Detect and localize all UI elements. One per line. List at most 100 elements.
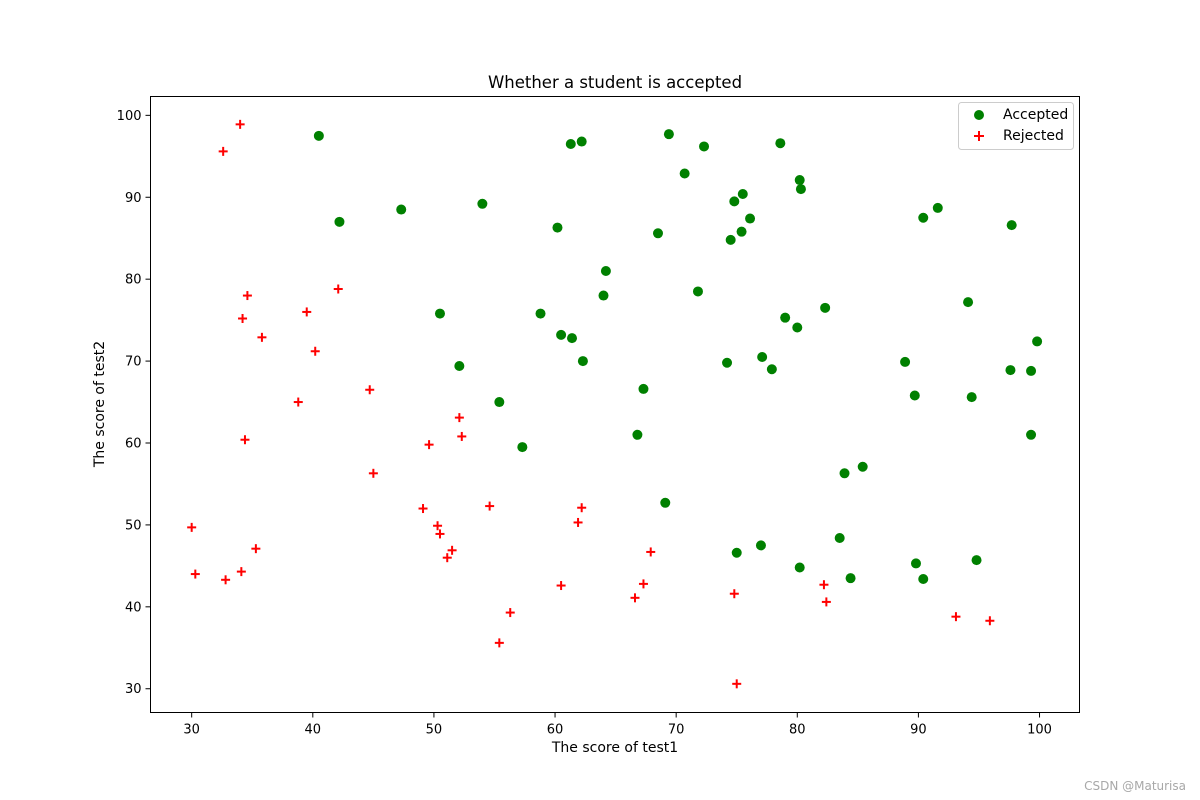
y-axis-label: The score of test2 bbox=[92, 341, 108, 468]
accepted-point bbox=[576, 136, 587, 147]
x-tick-label: 40 bbox=[305, 723, 322, 738]
accepted-point bbox=[692, 286, 703, 297]
x-tick-label: 60 bbox=[547, 723, 564, 738]
x-tick-label: 70 bbox=[668, 723, 685, 738]
accepted-point bbox=[1005, 365, 1016, 376]
y-tick-label: 40 bbox=[125, 600, 142, 615]
rejected-point bbox=[819, 580, 829, 590]
accepted-point bbox=[909, 390, 920, 401]
rejected-point bbox=[630, 593, 640, 603]
accepted-point bbox=[900, 356, 911, 367]
accepted-point bbox=[1032, 336, 1043, 347]
rejected-point bbox=[556, 581, 566, 591]
accepted-point bbox=[334, 216, 345, 227]
watermark: CSDN @Maturisa bbox=[1084, 779, 1186, 793]
rejected-point bbox=[985, 616, 995, 626]
accepted-point bbox=[638, 383, 649, 394]
rejected-point bbox=[218, 146, 228, 156]
rejected-point bbox=[293, 397, 303, 407]
x-tick-label: 80 bbox=[789, 723, 806, 738]
accepted-point bbox=[434, 308, 445, 319]
rejected-point bbox=[442, 553, 452, 563]
y-tick-label: 70 bbox=[125, 355, 142, 370]
rejected-point bbox=[494, 638, 504, 648]
accepted-point bbox=[794, 175, 805, 186]
plot-area bbox=[187, 119, 1043, 689]
x-tick-label: 30 bbox=[183, 723, 200, 738]
rejected-point bbox=[333, 284, 343, 294]
accepted-point bbox=[918, 573, 929, 584]
accepted-point bbox=[966, 392, 977, 403]
accepted-point bbox=[745, 213, 756, 224]
accepted-point bbox=[857, 461, 868, 472]
accepted-point bbox=[679, 168, 690, 179]
legend-label-rejected: Rejected bbox=[1003, 128, 1064, 144]
rejected-point bbox=[424, 440, 434, 450]
rejected-point bbox=[485, 501, 495, 511]
accepted-point bbox=[565, 139, 576, 150]
rejected-point bbox=[368, 468, 378, 478]
accepted-point bbox=[556, 329, 567, 340]
rejected-point bbox=[577, 503, 587, 513]
rejected-point bbox=[257, 332, 267, 342]
accepted-point bbox=[454, 361, 465, 371]
rejected-point bbox=[505, 608, 515, 618]
rejected-point bbox=[638, 579, 648, 589]
accepted-point bbox=[477, 198, 488, 209]
accepted-point bbox=[736, 226, 747, 237]
plot-frame bbox=[150, 96, 1080, 713]
accepted-point bbox=[552, 222, 563, 233]
accepted-point bbox=[598, 290, 609, 301]
x-axis-label: The score of test1 bbox=[551, 740, 678, 756]
accepted-point bbox=[795, 184, 806, 195]
legend-box bbox=[958, 102, 1074, 150]
accepted-point bbox=[725, 234, 736, 245]
accepted-point bbox=[766, 364, 777, 375]
rejected-point bbox=[235, 119, 245, 129]
accepted-point bbox=[1006, 220, 1017, 231]
accepted-point bbox=[313, 130, 324, 141]
accepted-point bbox=[775, 138, 786, 149]
y-tick-label: 80 bbox=[125, 273, 142, 288]
accepted-point bbox=[660, 497, 671, 508]
accepted-point bbox=[577, 356, 588, 367]
y-tick-label: 90 bbox=[125, 191, 142, 206]
rejected-point bbox=[236, 567, 246, 577]
accepted-point bbox=[757, 351, 768, 362]
x-tick-label: 90 bbox=[910, 723, 927, 738]
accepted-point bbox=[652, 228, 663, 239]
accepted-point bbox=[910, 558, 921, 569]
accepted-point bbox=[845, 573, 856, 584]
rejected-point bbox=[729, 589, 739, 599]
accepted-point bbox=[963, 297, 974, 308]
accepted-point bbox=[834, 533, 845, 544]
accepted-point bbox=[792, 322, 803, 333]
rejected-point bbox=[187, 522, 197, 532]
rejected-point bbox=[251, 544, 261, 554]
series-rejected bbox=[187, 119, 995, 689]
accepted-point bbox=[600, 265, 611, 276]
accepted-point bbox=[535, 308, 546, 319]
accepted-point bbox=[932, 202, 943, 213]
y-tick-label: 100 bbox=[117, 109, 142, 124]
accepted-point bbox=[839, 468, 850, 479]
rejected-point bbox=[457, 431, 467, 441]
rejected-point bbox=[302, 307, 312, 317]
rejected-point bbox=[821, 597, 831, 607]
series-accepted bbox=[313, 129, 1043, 584]
x-axis: 30 40 50 60 70 80 90 100 bbox=[183, 712, 1052, 738]
accepted-point bbox=[755, 540, 766, 551]
legend: Accepted Rejected bbox=[958, 102, 1074, 150]
accepted-point bbox=[737, 188, 748, 199]
rejected-point bbox=[240, 435, 250, 445]
y-axis: 30 40 50 60 70 80 90 100 bbox=[117, 109, 151, 697]
rejected-point bbox=[242, 291, 252, 301]
accepted-point bbox=[396, 204, 407, 215]
rejected-point bbox=[454, 413, 464, 423]
accepted-point bbox=[918, 212, 929, 223]
chart-title: Whether a student is accepted bbox=[488, 73, 742, 92]
legend-marker-accepted bbox=[974, 110, 984, 120]
rejected-point bbox=[190, 569, 200, 579]
rejected-point bbox=[433, 521, 443, 531]
